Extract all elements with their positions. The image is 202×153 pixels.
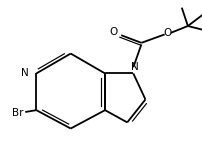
- Text: O: O: [109, 27, 117, 37]
- Text: O: O: [164, 28, 172, 38]
- Text: N: N: [21, 68, 29, 78]
- Text: N: N: [132, 62, 139, 72]
- Text: Br: Br: [13, 108, 24, 118]
